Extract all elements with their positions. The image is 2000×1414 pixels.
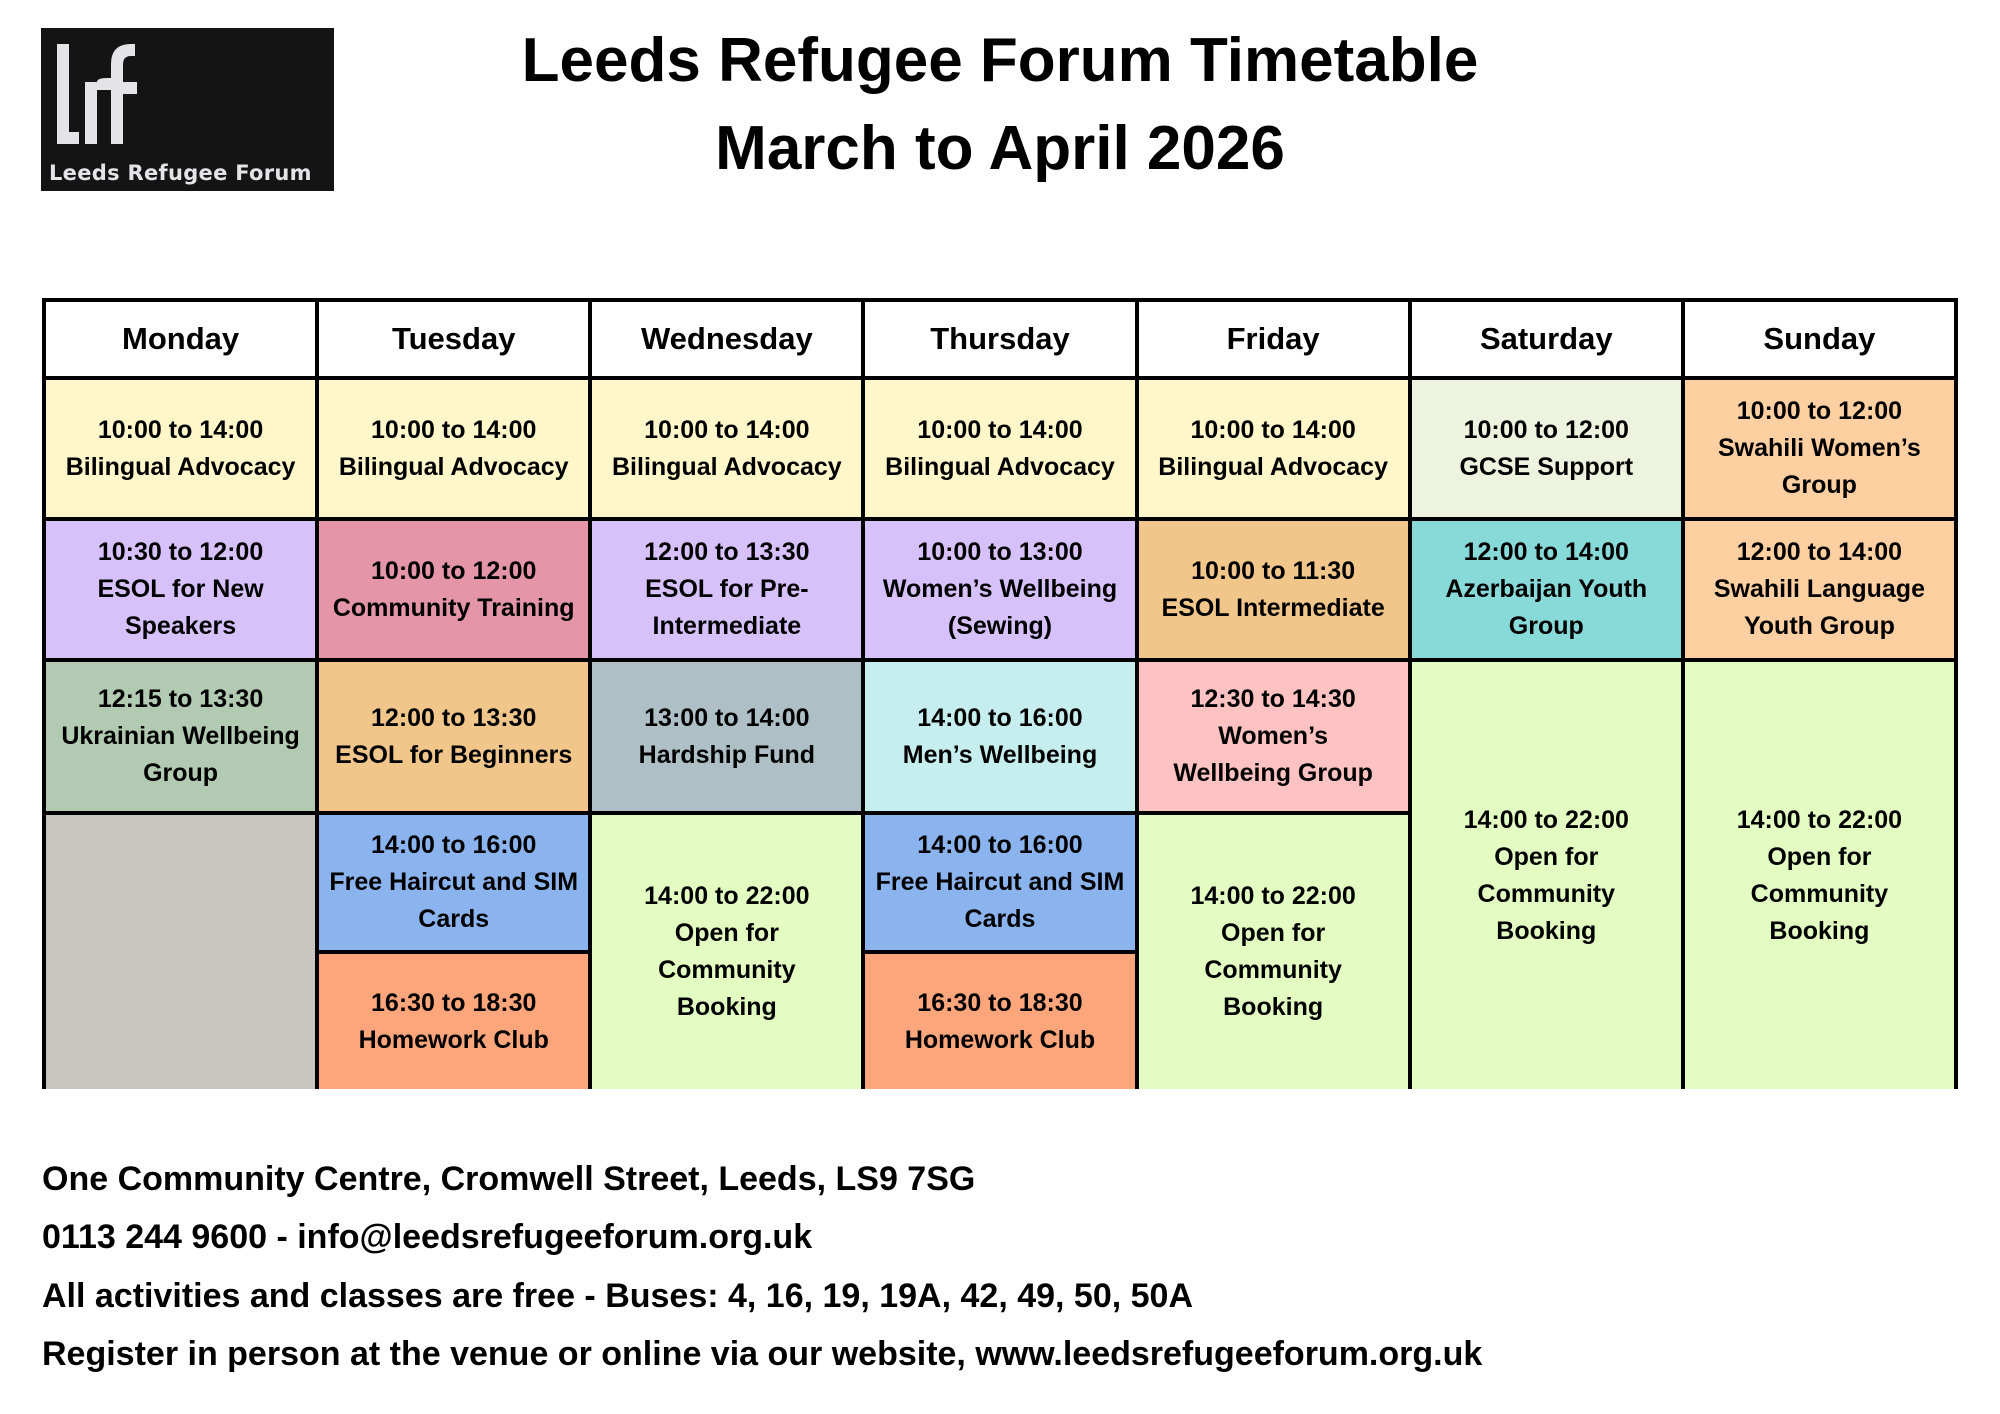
session-time: 12:30 to 14:30 [1190, 685, 1356, 713]
lrf-logo-mark-icon [57, 44, 137, 144]
footer-contact: 0113 244 9600 - info@leedsrefugeeforum.o… [42, 1218, 813, 1256]
session-title: Open for Community Booking [1477, 842, 1616, 945]
session-time: 10:00 to 14:00 [644, 415, 810, 444]
session-cell: 12:15 to 13:30 Ukrainian Wellbeing Group [46, 662, 316, 811]
session-time: 12:00 to 13:30 [644, 538, 810, 566]
session-title: Women’s Wellbeing (Sewing) [882, 575, 1118, 640]
session-time: 16:30 to 18:30 [371, 988, 537, 1017]
session-title: Hardship Fund [638, 740, 816, 769]
session-title: Bilingual Advocacy [338, 452, 569, 481]
session-cell: 10:00 to 14:00 Bilingual Advocacy [865, 380, 1135, 517]
session-title: ESOL Intermediate [1161, 593, 1385, 622]
session-cell: 12:00 to 14:00 Azerbaijan Youth Group [1411, 521, 1681, 658]
session-cell: 12:00 to 13:30 ESOL for Beginners [319, 662, 589, 811]
header-saturday: Saturday [1411, 302, 1681, 376]
session-time: 10:00 to 14:00 [1190, 415, 1356, 444]
session-time: 14:00 to 16:00 [917, 703, 1083, 732]
footer-address: One Community Centre, Cromwell Street, L… [42, 1160, 976, 1198]
session-cell: 12:30 to 14:30 Women’s Wellbeing Group [1138, 662, 1408, 811]
header-monday: Monday [46, 302, 316, 376]
session-cell: 14:00 to 22:00 Open for Community Booking [1138, 815, 1408, 1089]
session-time: 12:00 to 14:00 [1463, 538, 1629, 566]
session-cell: 14:00 to 16:00 Free Haircut and SIM Cards [865, 815, 1135, 950]
session-time: 12:15 to 13:30 [97, 685, 264, 713]
session-cell: 14:00 to 22:00 Open for Community Booking [1411, 662, 1681, 1089]
session-title: Bilingual Advocacy [1158, 452, 1388, 481]
session-time: 10:00 to 13:00 [917, 538, 1083, 566]
session-time: 10:30 to 12:00 [97, 538, 264, 566]
session-cell: 10:00 to 12:00 Swahili Women’s Group [1684, 380, 1954, 517]
session-cell: 14:00 to 22:00 Open for Community Booking [592, 815, 862, 1089]
session-title: Free Haircut and SIM Cards [329, 868, 579, 933]
session-cell: 10:00 to 13:00 Women’s Wellbeing (Sewing) [865, 521, 1135, 658]
footer-register: Register in person at the venue or onlin… [42, 1335, 1483, 1373]
session-cell: 10:00 to 14:00 Bilingual Advocacy [46, 380, 316, 517]
session-title: Open for Community Booking [1204, 919, 1342, 1021]
session-title: Bilingual Advocacy [612, 452, 842, 481]
footer-buses: All activities and classes are free - Bu… [42, 1277, 1194, 1315]
session-title: Open for Community Booking [658, 919, 796, 1021]
session-title: Bilingual Advocacy [65, 452, 296, 481]
session-time: 13:00 to 14:00 [644, 703, 810, 732]
session-cell: 10:00 to 12:00 GCSE Support [1411, 380, 1681, 517]
session-cell: 10:00 to 14:00 Bilingual Advocacy [319, 380, 589, 517]
session-time: 14:00 to 16:00 [917, 831, 1083, 859]
session-time: 10:00 to 14:00 [917, 415, 1083, 444]
session-time: 14:00 to 22:00 [1190, 882, 1356, 910]
session-cell: 12:00 to 14:00 Swahili Language Youth Gro… [1684, 521, 1954, 658]
session-time: 10:00 to 12:00 [1463, 415, 1629, 444]
session-time: 10:00 to 14:00 [97, 415, 264, 444]
session-title: Bilingual Advocacy [885, 452, 1115, 481]
session-cell: 14:00 to 16:00 Men’s Wellbeing [865, 662, 1135, 811]
session-title: Swahili Women’s Group [1718, 434, 1921, 499]
session-time: 14:00 to 16:00 [371, 831, 537, 859]
session-cell: 16:30 to 18:30 Homework Club [865, 954, 1135, 1089]
session-time: 14:00 to 22:00 [1463, 805, 1629, 834]
session-title: Women’s Wellbeing Group [1173, 722, 1373, 787]
session-title: ESOL for Beginners [335, 740, 573, 769]
session-cell: 16:30 to 18:30 Homework Club [319, 954, 589, 1089]
session-title: Free Haircut and SIM Cards [875, 868, 1125, 933]
session-title: Homework Club [358, 1025, 549, 1054]
header-wednesday: Wednesday [592, 302, 862, 376]
session-cell: 14:00 to 22:00 Open for Community Booking [1684, 662, 1954, 1089]
session-time: 14:00 to 22:00 [644, 882, 810, 910]
session-title: Swahili Language Youth Group [1713, 575, 1925, 640]
session-cell: 10:00 to 14:00 Bilingual Advocacy [1138, 380, 1408, 517]
header-tuesday: Tuesday [319, 302, 589, 376]
session-title: Homework Club [904, 1025, 1096, 1054]
session-time: 12:00 to 14:00 [1736, 538, 1903, 566]
page-title: Leeds Refugee Forum Timetable [521, 26, 1479, 95]
logo: Leeds Refugee Forum [41, 28, 334, 191]
session-cell: 10:00 to 11:30 ESOL Intermediate [1138, 521, 1408, 658]
session-title: Open for Community Booking [1750, 842, 1889, 945]
session-time: 10:00 to 14:00 [371, 415, 537, 444]
session-time: 14:00 to 22:00 [1736, 805, 1903, 834]
session-cell: 10:30 to 12:00 ESOL for New Speakers [46, 521, 316, 658]
session-title: ESOL for New Speakers [97, 575, 264, 640]
session-title: Ukrainian Wellbeing Group [61, 722, 300, 787]
header-thursday: Thursday [865, 302, 1135, 376]
session-title: ESOL for Pre-Intermediate [645, 575, 809, 640]
session-cell: 10:00 to 12:00 Community Training [319, 521, 589, 658]
session-title: GCSE Support [1459, 452, 1634, 481]
page-subtitle: March to April 2026 [715, 114, 1285, 183]
session-time: 10:00 to 11:30 [1191, 556, 1356, 585]
session-cell: 12:00 to 13:30 ESOL for Pre-Intermediate [592, 521, 862, 658]
session-cell: 13:00 to 14:00 Hardship Fund [592, 662, 862, 811]
session-time: 12:00 to 13:30 [371, 703, 537, 732]
empty-cell [46, 815, 316, 1089]
session-time: 10:00 to 12:00 [1736, 397, 1903, 425]
session-time: 10:00 to 12:00 [371, 556, 537, 585]
session-cell: 10:00 to 14:00 Bilingual Advocacy [592, 380, 862, 517]
session-title: Men’s Wellbeing [902, 740, 1098, 769]
session-time: 16:30 to 18:30 [917, 988, 1083, 1017]
session-cell: 14:00 to 16:00 Free Haircut and SIM Cards [319, 815, 589, 950]
logo-text: Leeds Refugee Forum [49, 161, 312, 185]
session-title: Azerbaijan Youth Group [1445, 575, 1648, 640]
header-friday: Friday [1138, 302, 1408, 376]
session-title: Community Training [332, 593, 575, 622]
timetable: Monday Tuesday Wednesday Thursday Friday… [42, 298, 1958, 1089]
header-sunday: Sunday [1684, 302, 1954, 376]
